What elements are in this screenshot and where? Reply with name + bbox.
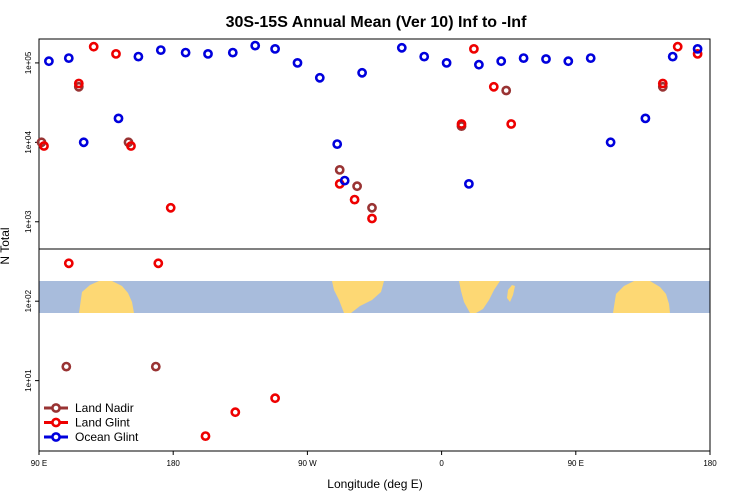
ocean-glint-point [78,137,89,148]
land-glint-point [270,393,280,404]
legend-item-land-glint: Land Glint [44,416,130,430]
y-axis-ticks: 1e+01 1e+02 1e+03 1e+04 1e+05 [24,51,39,392]
land-glint-point [488,81,499,92]
land-glint-point [165,202,176,213]
land-glint-point [657,78,668,89]
land-glint-point [126,141,136,151]
ocean-glint-point [133,51,144,62]
land-glint-point [200,431,211,441]
y-tick-label: 1e+03 [24,210,33,233]
ocean-glint-point [585,53,596,63]
land-glint-point [88,41,99,52]
y-tick-label: 1e+05 [24,51,33,74]
ocean-glint-point [518,53,529,63]
ocean-glint-point [463,178,474,189]
land-australia-right [613,281,670,313]
ocean-glint-point [180,47,191,58]
legend-marker [51,417,61,428]
land-glint-point [111,49,121,59]
legend-label: Land Nadir [75,401,134,415]
legend-marker [51,432,61,442]
land-australia-left [79,281,134,313]
x-tick-label: 0 [439,459,444,468]
x-axis-label: Longitude (deg E) [327,477,422,491]
lower-panel-frame [38,248,711,452]
land-glint-point [672,41,683,52]
ocean-glint-point [541,54,551,64]
ocean-glint-point [270,44,280,54]
legend-item-land-nadir: Land Nadir [44,401,134,415]
legend-label: Land Glint [75,416,130,430]
y-tick-label: 1e+04 [24,131,33,154]
map-band [39,281,710,313]
land-glint-point [73,78,84,89]
x-tick-label: 90 E [568,459,584,468]
chart-title: 30S-15S Annual Mean (Ver 10) Inf to -Inf [226,14,527,31]
ocean-glint-point [44,56,54,67]
ocean-glint-point [332,139,343,149]
ocean-glint-point [357,67,367,78]
legend-marker [51,403,61,413]
x-tick-label: 180 [167,459,181,468]
ocean-glint-point [692,44,703,54]
y-axis-label: N Total [0,227,12,264]
ocean-glint-point [292,58,303,68]
land-glint-point [692,49,703,59]
ocean-glint-point [563,56,574,67]
ocean-glint-point [419,51,430,62]
land-glint-point [230,407,241,418]
ocean-glint-point [63,53,74,63]
land-glint-point [506,119,517,129]
land-glint-point [456,119,467,129]
land-madagascar [507,285,515,302]
land-glint-point [468,44,479,54]
land-nadir-point [334,164,345,175]
land-nadir-point [61,361,72,372]
land-glint-point [349,194,360,205]
land-glint-point [153,258,164,269]
ocean-glint-point [667,51,678,62]
x-tick-label: 90 E [31,459,47,468]
ocean-glint-point [250,40,261,51]
land-nadir-point [150,361,161,372]
land-glint-point [39,141,49,151]
y-tick-label: 1e+01 [24,369,33,392]
ocean-glint-point [155,45,166,55]
data-points [36,40,703,441]
ocean-glint-point [113,113,124,124]
legend-item-ocean-glint: Ocean Glint [44,430,139,444]
land-nadir-point [367,202,377,213]
x-tick-label: 90 W [298,459,317,468]
x-tick-label: 180 [703,459,717,468]
y-tick-label: 1e+02 [24,289,33,312]
land-glint-point [367,213,377,224]
land-glint-point [63,258,74,269]
ocean-glint-point [396,42,407,53]
legend-label: Ocean Glint [75,430,139,444]
land-nadir-point [352,181,362,192]
ocean-glint-point [640,113,651,124]
ocean-glint-point [339,175,350,186]
ocean-glint-point [473,59,484,70]
ocean-glint-point [203,49,213,59]
ocean-glint-point [441,58,452,68]
x-axis-ticks: 90 E 180 90 W 0 90 E 180 [31,451,717,468]
ocean-glint-point [605,137,616,148]
land-nadir-point [501,85,512,96]
ocean-glint-point [227,47,238,58]
ocean-glint-point [496,56,507,67]
land-africa [459,281,500,313]
ocean-glint-point [314,72,325,83]
land-south-america [332,281,384,313]
